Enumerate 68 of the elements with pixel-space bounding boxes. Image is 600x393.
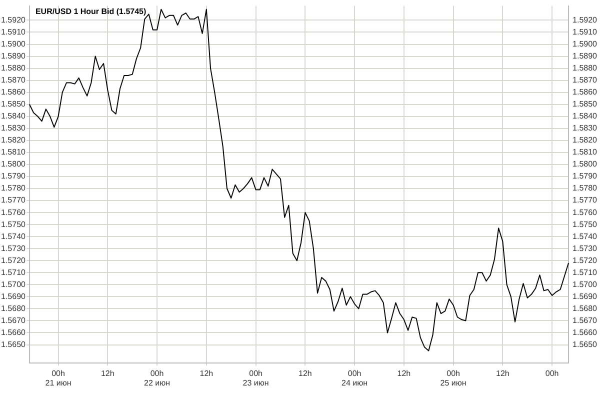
y2-tick-label: 1.5890 bbox=[572, 51, 598, 60]
x-tick-label: 00h 22 июн bbox=[144, 368, 170, 388]
y2-tick-label: 1.5900 bbox=[572, 39, 598, 48]
y-tick-label: 1.5920 bbox=[1, 15, 26, 24]
y2-tick-label: 1.5830 bbox=[572, 124, 598, 133]
y-tick-label: 1.5880 bbox=[1, 64, 26, 73]
x-tick-label: 12h bbox=[397, 368, 411, 378]
y2-tick-label: 1.5710 bbox=[572, 268, 598, 277]
y-tick-label: 1.5740 bbox=[1, 232, 26, 241]
x-tick-label: 00h 21 июн bbox=[45, 368, 72, 388]
y-tick-label: 1.5660 bbox=[1, 328, 26, 337]
y-tick-label: 1.5890 bbox=[1, 51, 26, 60]
y-tick-label: 1.5790 bbox=[1, 172, 26, 181]
y-tick-label: 1.5750 bbox=[1, 220, 26, 229]
y-tick-label: 1.5860 bbox=[1, 88, 26, 97]
y-tick-label: 1.5810 bbox=[1, 148, 26, 157]
y2-tick-label: 1.5720 bbox=[572, 256, 598, 265]
y-tick-label: 1.5850 bbox=[1, 100, 26, 109]
y-tick-label: 1.5700 bbox=[1, 280, 26, 289]
y2-tick-label: 1.5650 bbox=[572, 340, 598, 349]
y-tick-label: 1.5780 bbox=[1, 184, 26, 193]
y2-tick-label: 1.5680 bbox=[572, 304, 598, 313]
y-tick-label: 1.5690 bbox=[1, 292, 26, 301]
y2-tick-label: 1.5670 bbox=[572, 316, 598, 325]
y-tick-label: 1.5710 bbox=[1, 268, 26, 277]
y2-tick-label: 1.5750 bbox=[572, 220, 598, 229]
y2-tick-label: 1.5740 bbox=[572, 232, 598, 241]
y2-tick-label: 1.5810 bbox=[572, 148, 598, 157]
y-tick-label: 1.5820 bbox=[1, 136, 26, 145]
x-tick-label: 00h 24 июн bbox=[342, 368, 368, 388]
x-tick-label: 00h 23 июн bbox=[242, 368, 269, 388]
y2-tick-label: 1.5920 bbox=[572, 15, 598, 24]
x-tick-label: 12h bbox=[298, 368, 312, 378]
x-tick-label: 12h bbox=[496, 368, 510, 378]
y2-tick-label: 1.5850 bbox=[572, 100, 598, 109]
y2-tick-label: 1.5820 bbox=[572, 136, 598, 145]
y2-tick-label: 1.5880 bbox=[572, 64, 598, 73]
y2-tick-label: 1.5840 bbox=[572, 112, 598, 121]
y2-tick-label: 1.5860 bbox=[572, 88, 598, 97]
y-tick-label: 1.5800 bbox=[1, 160, 26, 169]
x-tick-label: 12h bbox=[100, 368, 114, 378]
y-tick-label: 1.5910 bbox=[1, 27, 26, 36]
x-tick-label: 12h bbox=[200, 368, 214, 378]
y-tick-label: 1.5870 bbox=[1, 76, 26, 85]
y-tick-label: 1.5720 bbox=[1, 256, 26, 265]
y-tick-label: 1.5680 bbox=[1, 304, 26, 313]
y-tick-label: 1.5730 bbox=[1, 244, 26, 253]
y-tick-label: 1.5670 bbox=[1, 316, 26, 325]
y-tick-label: 1.5770 bbox=[1, 196, 26, 205]
y2-tick-label: 1.5790 bbox=[572, 172, 598, 181]
y2-tick-label: 1.5730 bbox=[572, 244, 598, 253]
y2-tick-label: 1.5910 bbox=[572, 27, 598, 36]
y-tick-label: 1.5830 bbox=[1, 124, 26, 133]
y2-tick-label: 1.5760 bbox=[572, 208, 598, 217]
y-tick-label: 1.5840 bbox=[1, 112, 26, 121]
y2-tick-label: 1.5690 bbox=[572, 292, 598, 301]
y2-tick-label: 1.5700 bbox=[572, 280, 598, 289]
x-tick-label: 00h bbox=[545, 368, 559, 378]
x-tick-label: 00h 25 июн bbox=[440, 368, 466, 388]
y-tick-label: 1.5650 bbox=[1, 340, 26, 349]
chart-title: EUR/USD 1 Hour Bid (1.5745) bbox=[35, 7, 146, 16]
y-tick-label: 1.5760 bbox=[1, 208, 26, 217]
y2-tick-label: 1.5800 bbox=[572, 160, 598, 169]
y-tick-label: 1.5900 bbox=[1, 39, 26, 48]
y2-tick-label: 1.5780 bbox=[572, 184, 598, 193]
y2-tick-label: 1.5870 bbox=[572, 76, 598, 85]
y2-tick-label: 1.5770 bbox=[572, 196, 598, 205]
y2-tick-label: 1.5660 bbox=[572, 328, 598, 337]
